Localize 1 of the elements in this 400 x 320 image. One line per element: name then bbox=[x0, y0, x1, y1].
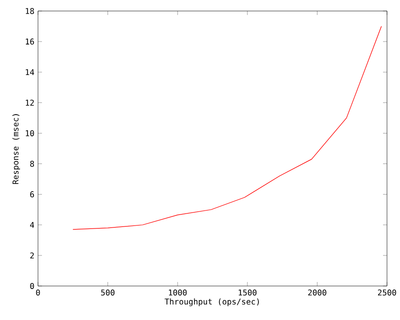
line-series bbox=[72, 26, 382, 230]
